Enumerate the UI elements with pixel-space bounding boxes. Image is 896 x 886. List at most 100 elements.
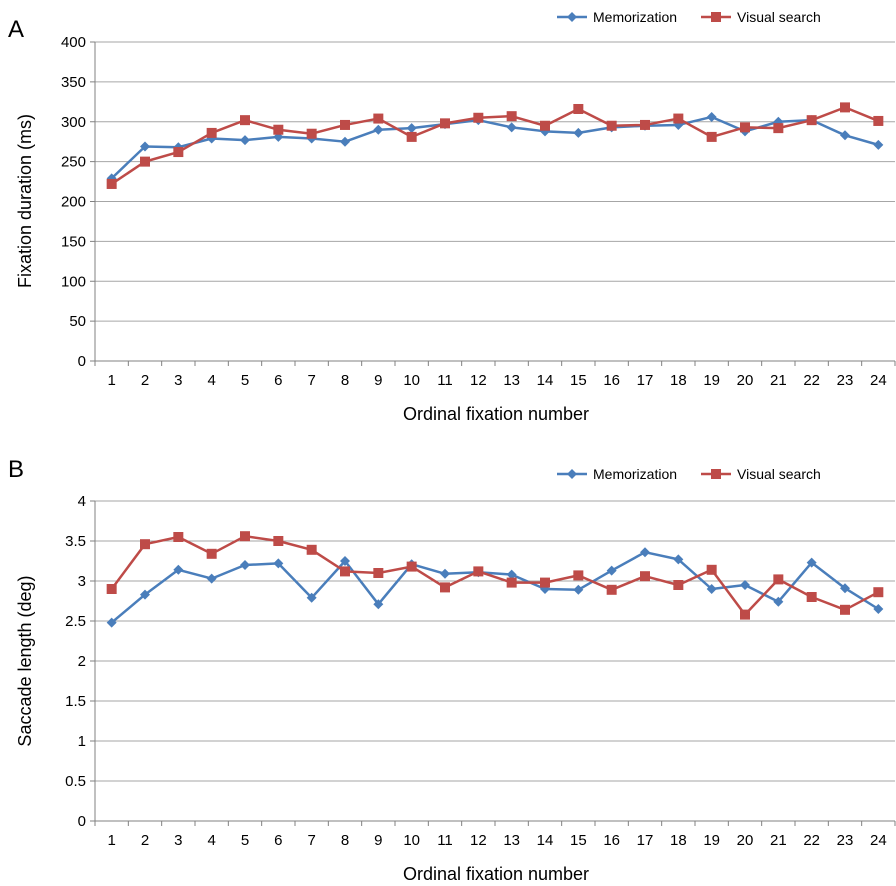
x-tick-label: 20 xyxy=(737,372,754,389)
legend-item-memorization: Memorization xyxy=(557,9,677,25)
data-point xyxy=(673,554,684,565)
x-tick-label: 5 xyxy=(241,832,249,849)
x-tick-label: 11 xyxy=(437,372,453,389)
x-tick-label: 7 xyxy=(307,372,315,389)
data-point xyxy=(840,583,850,594)
series-line xyxy=(110,534,879,616)
data-point xyxy=(273,124,284,135)
data-point xyxy=(506,111,517,122)
x-tick-label: 8 xyxy=(341,372,349,389)
x-tick-label: 17 xyxy=(637,372,654,389)
y-tick-label: 300 xyxy=(61,114,86,131)
data-point xyxy=(840,102,850,113)
data-point xyxy=(606,584,617,595)
series-lines-b xyxy=(106,531,884,628)
legend-marker xyxy=(711,469,721,479)
data-point xyxy=(673,580,684,590)
data-point xyxy=(706,564,717,575)
data-point xyxy=(740,580,750,590)
x-tick-label: 14 xyxy=(537,832,554,849)
y-tick-label: 200 xyxy=(61,194,86,211)
data-point xyxy=(473,112,484,123)
data-point xyxy=(140,156,150,167)
series-line xyxy=(110,106,879,185)
series-memorization xyxy=(106,547,884,628)
x-tick-label: 24 xyxy=(870,372,887,389)
data-point xyxy=(440,118,450,129)
y-tick-label: 0.5 xyxy=(65,773,86,790)
data-point xyxy=(106,584,117,594)
legend-marker xyxy=(711,12,721,22)
data-point xyxy=(273,536,284,546)
y-tick-label: 100 xyxy=(61,273,86,290)
data-point xyxy=(240,135,250,146)
x-axis-title-a: Ordinal fixation number xyxy=(403,404,589,424)
data-point xyxy=(806,557,817,568)
chart-panel-b: B 00.511.522.533.541 2 3 4 5 6 7 8 9 10 11 12 13 14 15… xyxy=(8,456,896,884)
x-tick-label: 3 xyxy=(174,372,182,389)
data-point xyxy=(506,569,517,580)
y-tick-label: 250 xyxy=(61,154,86,171)
x-tick-label: 6 xyxy=(274,832,282,849)
data-point xyxy=(206,127,217,138)
legend-item-visual-search: Visual search xyxy=(701,466,821,482)
data-point xyxy=(140,141,150,152)
data-point xyxy=(773,123,784,134)
data-point xyxy=(740,609,750,620)
y-tick-label: 150 xyxy=(61,233,86,250)
data-point xyxy=(340,136,350,147)
x-tick-label: 13 xyxy=(503,832,520,849)
x-tick-label: 21 xyxy=(770,832,787,849)
series-lines-a xyxy=(106,102,884,189)
data-point xyxy=(773,596,784,607)
data-point xyxy=(206,573,217,584)
data-point xyxy=(806,592,817,602)
y-tick-label: 4 xyxy=(78,493,86,510)
x-tick-label: 14 xyxy=(537,372,554,389)
legend-item-visual-search: Visual search xyxy=(701,9,821,25)
y-tick-label: 400 xyxy=(61,34,86,51)
data-point xyxy=(440,582,450,593)
x-tick-label: 1 xyxy=(107,372,115,389)
data-point xyxy=(573,103,584,114)
data-point xyxy=(573,127,584,138)
x-tick-label: 22 xyxy=(803,372,820,389)
x-tick-label: 20 xyxy=(737,832,754,849)
data-point xyxy=(640,119,650,130)
x-tick-label: 9 xyxy=(374,372,382,389)
y-tick-label: 50 xyxy=(69,313,86,330)
data-point xyxy=(673,113,684,124)
y-tick-label: 350 xyxy=(61,74,86,91)
data-point xyxy=(206,548,217,559)
data-point xyxy=(640,547,650,558)
series-memorization xyxy=(106,111,884,184)
legend-item-memorization: Memorization xyxy=(557,466,677,482)
x-tick-label: 16 xyxy=(603,372,620,389)
x-tick-label: 18 xyxy=(670,832,687,849)
x-tick-label: 7 xyxy=(307,832,315,849)
x-tick-label: 3 xyxy=(174,832,182,849)
data-point xyxy=(440,568,450,579)
x-tick-label: 13 xyxy=(503,372,520,389)
x-tick-label: 19 xyxy=(703,832,720,849)
panel-label-a: A xyxy=(8,16,24,43)
gridlines-a xyxy=(95,41,895,362)
data-point xyxy=(406,561,417,572)
x-tick-label: 23 xyxy=(837,832,854,849)
x-tick-label: 4 xyxy=(207,832,215,849)
data-point xyxy=(506,122,517,133)
series-visual-search xyxy=(106,531,884,620)
x-tick-label: 8 xyxy=(341,832,349,849)
x-tick-label: 12 xyxy=(470,832,487,849)
y-tick-label: 0 xyxy=(78,353,86,370)
data-point xyxy=(873,604,884,614)
x-tick-label: 10 xyxy=(403,372,420,389)
data-point xyxy=(573,570,584,581)
data-point xyxy=(173,532,184,542)
x-tick-label: 5 xyxy=(241,372,249,389)
legend-label: Visual search xyxy=(737,466,821,482)
x-tick-label: 24 xyxy=(870,832,887,849)
x-tick-label: 17 xyxy=(637,832,654,849)
data-point xyxy=(106,178,117,189)
data-point xyxy=(540,120,550,131)
